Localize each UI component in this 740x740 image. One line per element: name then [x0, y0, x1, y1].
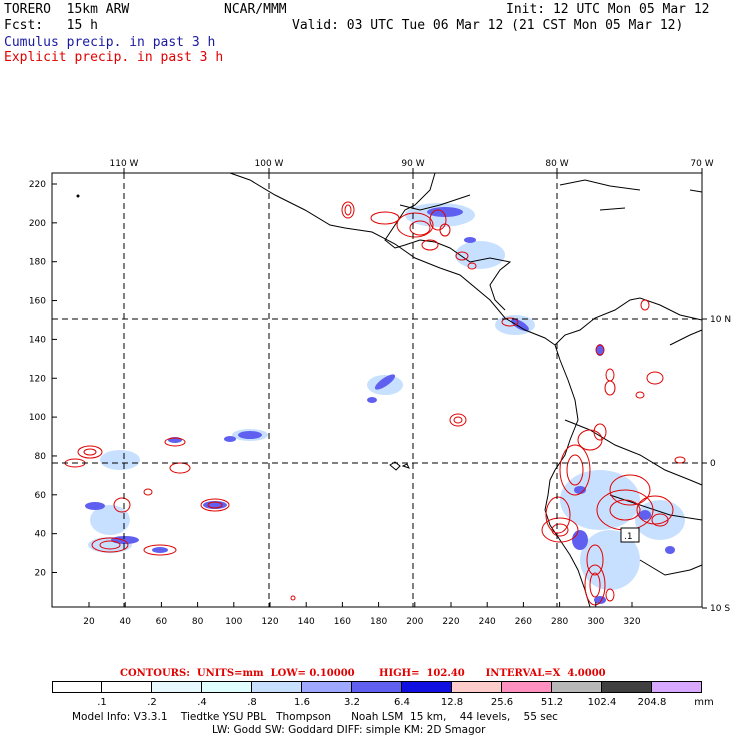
- legend-label: 51.2: [540, 697, 564, 708]
- legend-swatch: [652, 681, 702, 693]
- legend-label: .4: [197, 697, 207, 708]
- x-tick-140: 140: [298, 617, 315, 627]
- legend-swatch: [352, 681, 402, 693]
- x-tick-40: 40: [119, 617, 131, 627]
- model-name: TORERO 15km ARW: [4, 2, 130, 17]
- axis-ticks: [52, 168, 707, 609]
- max-value-box: [620, 527, 640, 543]
- lat-label-2: 10 S: [710, 604, 730, 614]
- legend-swatch: [202, 681, 252, 693]
- y-tick-200: 200: [29, 219, 46, 229]
- x-tick-60: 60: [156, 617, 168, 627]
- x-tick-220: 220: [442, 617, 459, 627]
- legend-swatch: [452, 681, 502, 693]
- legend-swatch: [602, 681, 652, 693]
- legend-swatch: [302, 681, 352, 693]
- explicit-precip-contours: [64, 201, 686, 606]
- organization: NCAR/MMM: [224, 2, 287, 17]
- y-tick-180: 180: [29, 258, 46, 268]
- lon-label-3: 80 W: [545, 159, 568, 169]
- x-tick-160: 160: [334, 617, 351, 627]
- x-tick-120: 120: [261, 617, 278, 627]
- cumulus-precip-label: Cumulus precip. in past 3 h: [4, 35, 216, 50]
- x-tick-300: 300: [587, 617, 604, 627]
- legend-label: 25.6: [490, 697, 514, 708]
- lon-label-0: 110 W: [110, 159, 139, 169]
- legend-label: .1: [97, 697, 107, 708]
- y-tick-20: 20: [35, 569, 47, 579]
- y-tick-160: 160: [29, 297, 46, 307]
- forecast-hour: Fcst: 15 h: [4, 18, 98, 33]
- legend-label: 1.6: [294, 697, 310, 708]
- lat-label-0: 10 N: [710, 315, 731, 325]
- model-info-line1: Model Info: V3.3.1 Tiedtke YSU PBL Thomp…: [72, 711, 558, 723]
- lon-label-4: 70 W: [690, 159, 713, 169]
- x-tick-200: 200: [406, 617, 423, 627]
- y-tick-220: 220: [29, 180, 46, 190]
- lon-label-2: 90 W: [401, 159, 424, 169]
- legend-swatch: [402, 681, 452, 693]
- lat-label-1: 0: [710, 459, 716, 469]
- legend-swatch: [252, 681, 302, 693]
- axis-labels: 110 W 100 W 90 W 80 W 70 W 10 N 0 10 S 20 40 60 80 1…: [29, 159, 731, 627]
- explicit-precip-label: Explicit precip. in past 3 h: [4, 50, 224, 65]
- legend-swatch: [52, 681, 102, 693]
- legend-label: .2: [147, 697, 157, 708]
- valid-time: Valid: 03 UTC Tue 06 Mar 12 (21 CST Mon …: [292, 18, 684, 33]
- model-info-line2: LW: Godd SW: Goddard DIFF: simple KM: 2D…: [212, 724, 486, 736]
- x-tick-100: 100: [225, 617, 242, 627]
- x-tick-260: 260: [515, 617, 532, 627]
- x-tick-320: 320: [623, 617, 640, 627]
- legend-swatch: [552, 681, 602, 693]
- x-tick-20: 20: [83, 617, 95, 627]
- legend-label: 12.8: [440, 697, 464, 708]
- legend-label: 3.2: [344, 697, 360, 708]
- y-tick-40: 40: [35, 530, 47, 540]
- init-time: Init: 12 UTC Mon 05 Mar 12: [506, 2, 710, 17]
- legend-label: 204.8: [637, 697, 667, 708]
- lat-lon-grid: [52, 173, 702, 607]
- legend-swatch: [102, 681, 152, 693]
- y-tick-100: 100: [29, 413, 46, 423]
- legend-label: .8: [247, 697, 257, 708]
- x-tick-240: 240: [479, 617, 496, 627]
- legend-swatch: [152, 681, 202, 693]
- y-tick-80: 80: [35, 452, 47, 462]
- cumulus-precip-heavy: [85, 207, 675, 604]
- legend-swatch: [502, 681, 552, 693]
- y-tick-140: 140: [29, 335, 46, 345]
- y-tick-60: 60: [35, 491, 47, 501]
- x-tick-280: 280: [551, 617, 568, 627]
- x-tick-180: 180: [370, 617, 387, 627]
- y-tick-120: 120: [29, 374, 46, 384]
- contour-info: CONTOURS: UNITS=mm LOW= 0.10000 HIGH= 10…: [120, 668, 606, 679]
- lon-label-1: 100 W: [255, 159, 284, 169]
- legend-label: 6.4: [394, 697, 410, 708]
- max-value-box-label: .1: [624, 532, 633, 542]
- x-tick-80: 80: [192, 617, 204, 627]
- legend-unit: mm: [694, 697, 714, 708]
- legend-label: 102.4: [587, 697, 617, 708]
